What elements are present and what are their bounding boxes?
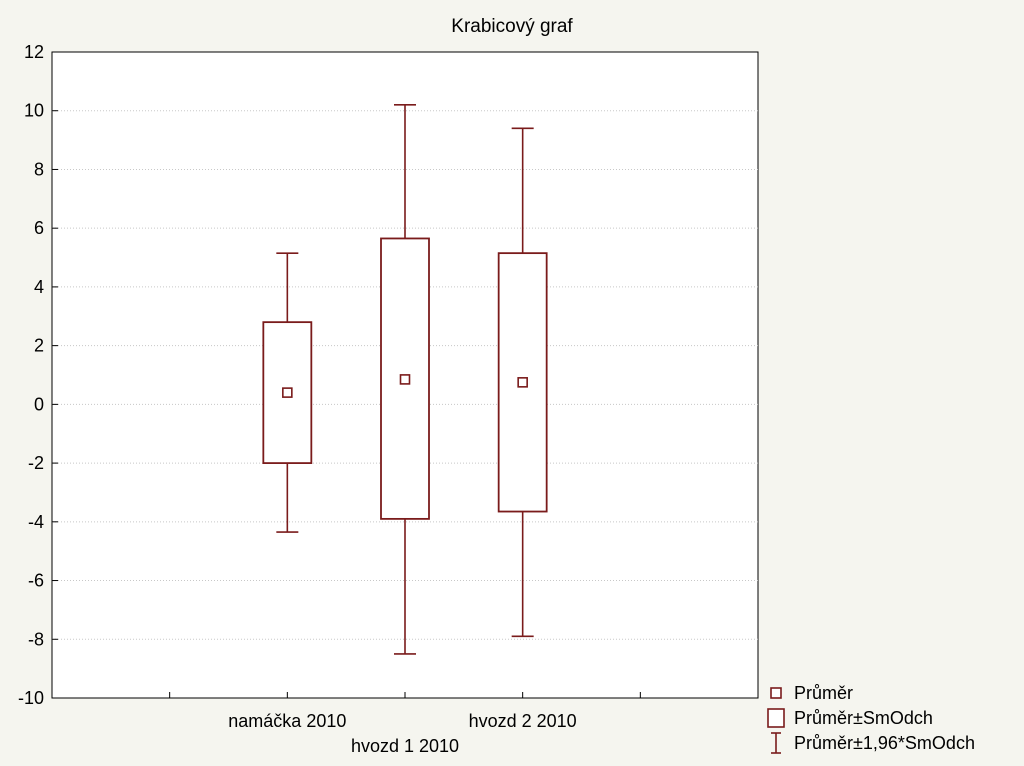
- box-group: [380, 104, 430, 655]
- mean-marker: [399, 374, 411, 385]
- legend-label: Průměr: [794, 683, 853, 703]
- mean-marker: [282, 387, 293, 398]
- x-category-label: hvozd 2 2010: [469, 711, 577, 731]
- x-category-label: namáčka 2010: [228, 711, 346, 731]
- x-category-label: hvozd 1 2010: [351, 736, 459, 756]
- box-group: [497, 127, 548, 638]
- legend-label: Průměr±1,96*SmOdch: [794, 733, 975, 753]
- y-tick-label: 4: [34, 277, 44, 297]
- chart-title: Krabicový graf: [451, 16, 573, 37]
- y-tick-label: 10: [24, 101, 44, 121]
- y-tick-label: 8: [34, 159, 44, 179]
- y-tick-label: -6: [28, 571, 44, 591]
- legend-label: Průměr±SmOdch: [794, 708, 933, 728]
- grid-lines: [52, 110, 758, 640]
- y-axis-ticks: 12 10 8 6 4 2 0 -2 -4 -6 -8 -10: [18, 42, 58, 708]
- legend-sd-box-symbol: [767, 708, 785, 728]
- y-tick-label: 2: [34, 336, 44, 356]
- y-tick-label: 6: [34, 218, 44, 238]
- y-tick-label: -10: [18, 688, 44, 708]
- y-tick-label: -8: [28, 629, 44, 649]
- y-tick-label: -4: [28, 512, 44, 532]
- boxes: [262, 104, 548, 655]
- y-tick-label: 12: [24, 42, 44, 62]
- y-tick-label: -2: [28, 453, 44, 473]
- box-group: [262, 252, 313, 533]
- legend: Průměr Průměr±SmOdch Průměr±1,96*SmOdch: [767, 683, 975, 754]
- mean-marker: [517, 377, 528, 388]
- y-tick-label: 0: [34, 394, 44, 414]
- legend-mean-symbol: [770, 687, 782, 699]
